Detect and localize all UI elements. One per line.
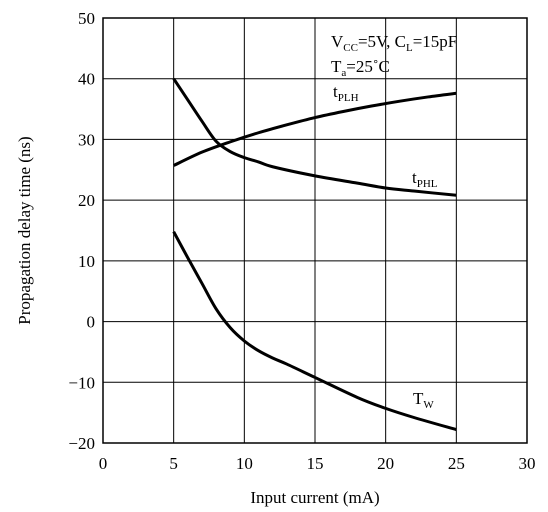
x-tick-label: 30 bbox=[519, 454, 536, 473]
series-line-tphl bbox=[172, 77, 457, 197]
y-tick-label: 20 bbox=[78, 191, 95, 210]
y-tick-label: 0 bbox=[87, 313, 96, 332]
x-tick-label: 10 bbox=[236, 454, 253, 473]
y-tick-label: 30 bbox=[78, 130, 95, 149]
x-tick-label: 25 bbox=[448, 454, 465, 473]
y-axis-ticks: 50 40 30 20 10 0 −10 −20 bbox=[68, 9, 95, 453]
series-line-tw bbox=[172, 231, 457, 432]
x-tick-label: 0 bbox=[99, 454, 108, 473]
y-tick-label: −20 bbox=[68, 434, 95, 453]
x-tick-label: 5 bbox=[169, 454, 178, 473]
conditions-line-1: VCC=5V, CL=15pF bbox=[331, 32, 457, 54]
y-axis-title: Propagation delay time (ns) bbox=[15, 136, 34, 324]
x-tick-label: 20 bbox=[377, 454, 394, 473]
y-tick-label: 40 bbox=[78, 70, 95, 89]
x-tick-label: 15 bbox=[307, 454, 324, 473]
x-axis-title: Input current (mA) bbox=[250, 488, 379, 507]
series-label-tphl: tPHL bbox=[412, 168, 438, 190]
series-label-tw: TW bbox=[413, 389, 434, 411]
grid-lines bbox=[103, 18, 527, 443]
series-group bbox=[172, 77, 457, 432]
y-tick-label: 50 bbox=[78, 9, 95, 28]
y-tick-label: −10 bbox=[68, 373, 95, 392]
x-axis-ticks: 0 5 10 15 20 25 30 bbox=[99, 454, 536, 473]
conditions-line-2: Ta=25˚C bbox=[331, 57, 390, 79]
series-label-tplh: tPLH bbox=[333, 82, 359, 104]
y-tick-label: 10 bbox=[78, 252, 95, 271]
